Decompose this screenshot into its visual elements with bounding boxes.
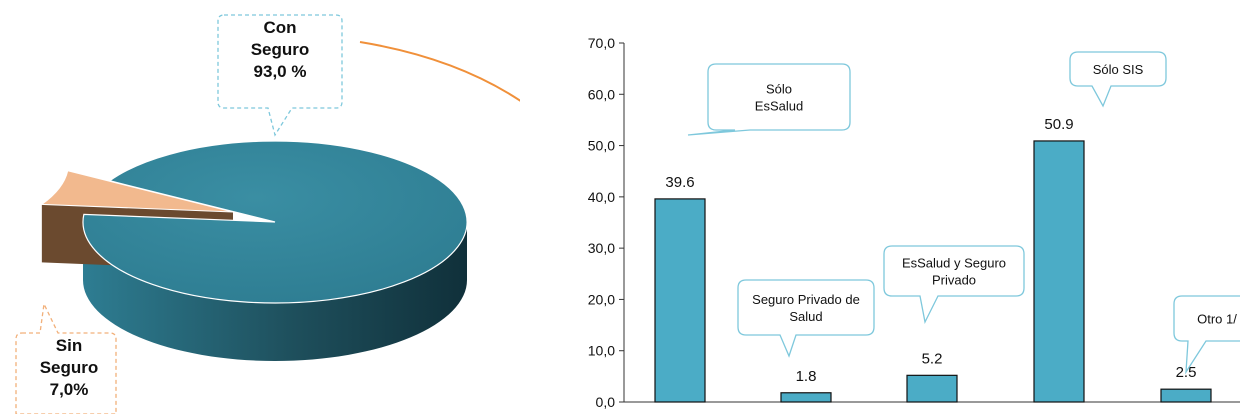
y-tick-label: 30,0 [588,240,615,256]
bar-chart: 0,0 10,0 20,0 30,0 40,0 50,0 60,0 70,0 39.6 1.8 5.… [588,35,1240,410]
pie-callout-con-seguro-border [217,14,343,137]
arrow-line [359,41,520,102]
bar-callout-box [687,63,851,136]
bar [1160,388,1212,403]
pie-chart [15,14,520,414]
y-tick-label: 50,0 [588,138,615,154]
pie-slice-con-seguro [82,140,468,304]
data-label: 5.2 [922,350,943,367]
bar [1033,140,1085,403]
pie-slice-con-seguro-side [83,222,467,361]
bar-callout-label: Otro 1/ [1197,312,1237,327]
bar-callout-box [1069,51,1167,108]
data-label: 39.6 [665,174,694,191]
data-label: 50.9 [1044,116,1073,133]
bar-callout-label: Sólo EsSalud [755,82,803,114]
y-tick-label: 10,0 [588,343,615,359]
bar [654,198,706,403]
bar-callout-box [883,245,1025,325]
bar-callout-label: Sólo SIS [1093,62,1144,77]
pie-callout-sin-seguro: Sin Seguro 7,0% [39,336,99,399]
y-tick-label: 40,0 [588,189,615,205]
pie-callout-con-seguro: Con Seguro 93,0 % [250,18,310,81]
bar-callout-box [1173,295,1240,375]
y-tick-label: 0,0 [596,394,616,410]
bar-callout-box [737,279,875,358]
y-tick-label: 20,0 [588,291,615,307]
bar-callout-label: Seguro Privado de Salud [752,292,860,324]
bar [780,392,832,403]
bar-callout-label: EsSalud y Seguro Privado [902,256,1006,288]
pie-slice-sin-seguro [40,170,234,213]
y-tick-label: 70,0 [588,35,615,51]
data-label: 1.8 [796,368,817,385]
y-tick-label: 60,0 [588,86,615,102]
bar [906,374,958,403]
pie-callout-sin-seguro-border [15,301,117,414]
